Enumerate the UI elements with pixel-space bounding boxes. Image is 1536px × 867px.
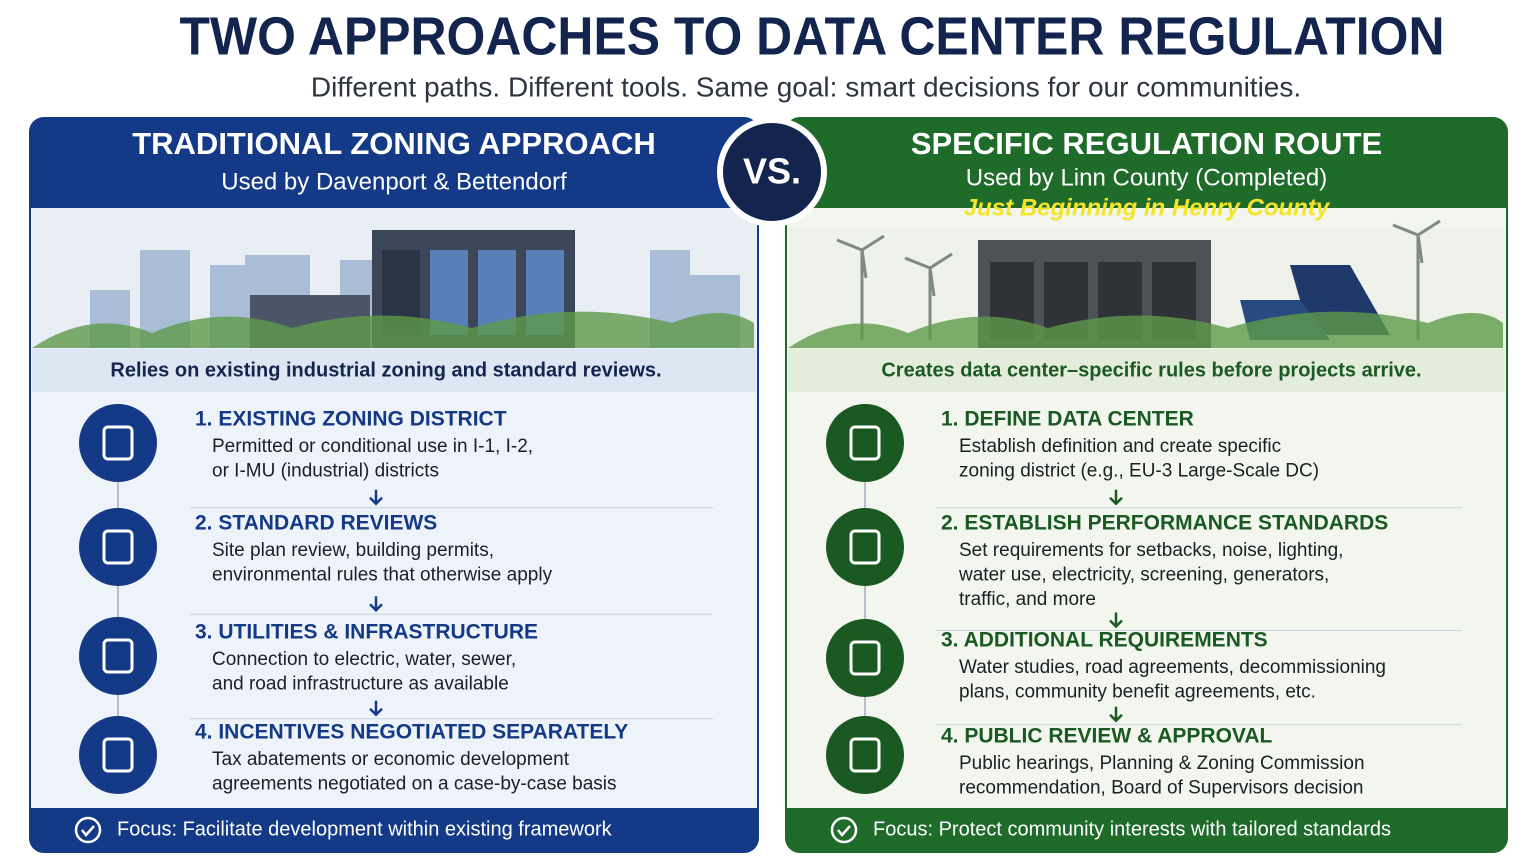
step-icon xyxy=(826,508,904,586)
step-glyph xyxy=(849,737,881,773)
panel-title: TRADITIONAL ZONING APPROACH xyxy=(132,126,656,161)
step-icon xyxy=(79,404,157,482)
step-text: Tax abatements or economic development xyxy=(212,749,570,770)
step-arrow xyxy=(1109,612,1123,629)
vs-label: VS. xyxy=(743,151,801,192)
step-title: 3. UTILITIES & INFRASTRUCTURE xyxy=(195,621,538,644)
step-glyph xyxy=(849,529,881,565)
step-text: plans, community benefit agreements, etc… xyxy=(959,682,1316,703)
panel-subtitle: Used by Linn County (Completed) xyxy=(966,164,1328,191)
step-glyph xyxy=(102,737,134,773)
step-glyph xyxy=(102,529,134,565)
step-title: 4. PUBLIC REVIEW & APPROVAL xyxy=(941,725,1273,748)
vs-badge xyxy=(717,117,827,227)
subtitle: Different paths. Different tools. Same g… xyxy=(311,71,1301,102)
step-icon xyxy=(79,716,157,794)
step-text: Public hearings, Planning & Zoning Commi… xyxy=(959,753,1365,774)
step-icon xyxy=(79,508,157,586)
step-text: Water studies, road agreements, decommis… xyxy=(959,657,1386,678)
intro-strip xyxy=(32,349,756,392)
step-icon xyxy=(826,404,904,482)
step-glyph xyxy=(102,638,134,674)
step-text: environmental rules that otherwise apply xyxy=(212,565,553,586)
panel-subtitle: Used by Davenport & Bettendorf xyxy=(221,168,567,195)
step-glyph xyxy=(849,640,881,676)
step-text: Site plan review, building permits, xyxy=(212,540,494,561)
turbine-blades xyxy=(904,252,953,297)
step-title: 1. EXISTING ZONING DISTRICT xyxy=(195,408,507,431)
step-icon xyxy=(826,716,904,794)
intro-strip xyxy=(788,349,1505,392)
step-title: 2. STANDARD REVIEWS xyxy=(195,512,437,535)
step-icon xyxy=(826,619,904,697)
turbine-blades xyxy=(1392,219,1441,264)
step-arrow xyxy=(1109,706,1123,723)
title: TWO APPROACHES TO DATA CENTER REGULATION xyxy=(180,6,1445,66)
step-arrow xyxy=(369,700,383,717)
step-title: 1. DEFINE DATA CENTER xyxy=(941,408,1194,431)
panel-header xyxy=(786,118,1507,208)
step-arrow xyxy=(1109,489,1123,506)
step-text: zoning district (e.g., EU-3 Large-Scale … xyxy=(959,461,1319,482)
step-title: 4. INCENTIVES NEGOTIATED SEPARATELY xyxy=(195,721,628,744)
focus-check-mark xyxy=(837,825,851,837)
step-text: Set requirements for setbacks, noise, li… xyxy=(959,540,1343,561)
focus: Focus: Facilitate development within exi… xyxy=(117,818,613,840)
panel-note: Just Beginning in Henry County xyxy=(964,194,1331,221)
focus-check xyxy=(74,816,102,844)
step-glyph xyxy=(849,425,881,461)
intro: Relies on existing industrial zoning and… xyxy=(110,359,661,381)
step-text: recommendation, Board of Supervisors dec… xyxy=(959,778,1363,799)
greenery xyxy=(788,311,1503,348)
focus-bar xyxy=(786,808,1507,852)
step-text: water use, electricity, screening, gener… xyxy=(958,565,1329,586)
step-arrow xyxy=(369,489,383,506)
step-text: agreements negotiated on a case-by-case … xyxy=(212,774,617,795)
step-title: 2. ESTABLISH PERFORMANCE STANDARDS xyxy=(941,512,1388,535)
step-icon xyxy=(79,617,157,695)
focus-bar xyxy=(30,808,758,852)
step-title: 3. ADDITIONAL REQUIREMENTS xyxy=(941,629,1268,652)
step-text: and road infrastructure as available xyxy=(212,674,509,695)
step-text: Connection to electric, water, sewer, xyxy=(212,649,516,670)
focus-check-mark xyxy=(81,825,95,837)
focus-check xyxy=(830,816,858,844)
step-text: traffic, and more xyxy=(959,589,1096,610)
step-text: Permitted or conditional use in I-1, I-2… xyxy=(212,436,533,457)
panel-title: SPECIFIC REGULATION ROUTE xyxy=(911,126,1382,161)
turbine-blades xyxy=(836,234,885,279)
step-glyph xyxy=(102,425,134,461)
step-arrow xyxy=(369,596,383,613)
greenery xyxy=(32,311,754,348)
intro: Creates data center–specific rules befor… xyxy=(881,359,1421,381)
panel-header xyxy=(30,118,758,208)
step-text: Establish definition and create specific xyxy=(959,436,1281,457)
focus: Focus: Protect community interests with … xyxy=(873,818,1391,840)
step-text: or I-MU (industrial) districts xyxy=(212,461,439,482)
